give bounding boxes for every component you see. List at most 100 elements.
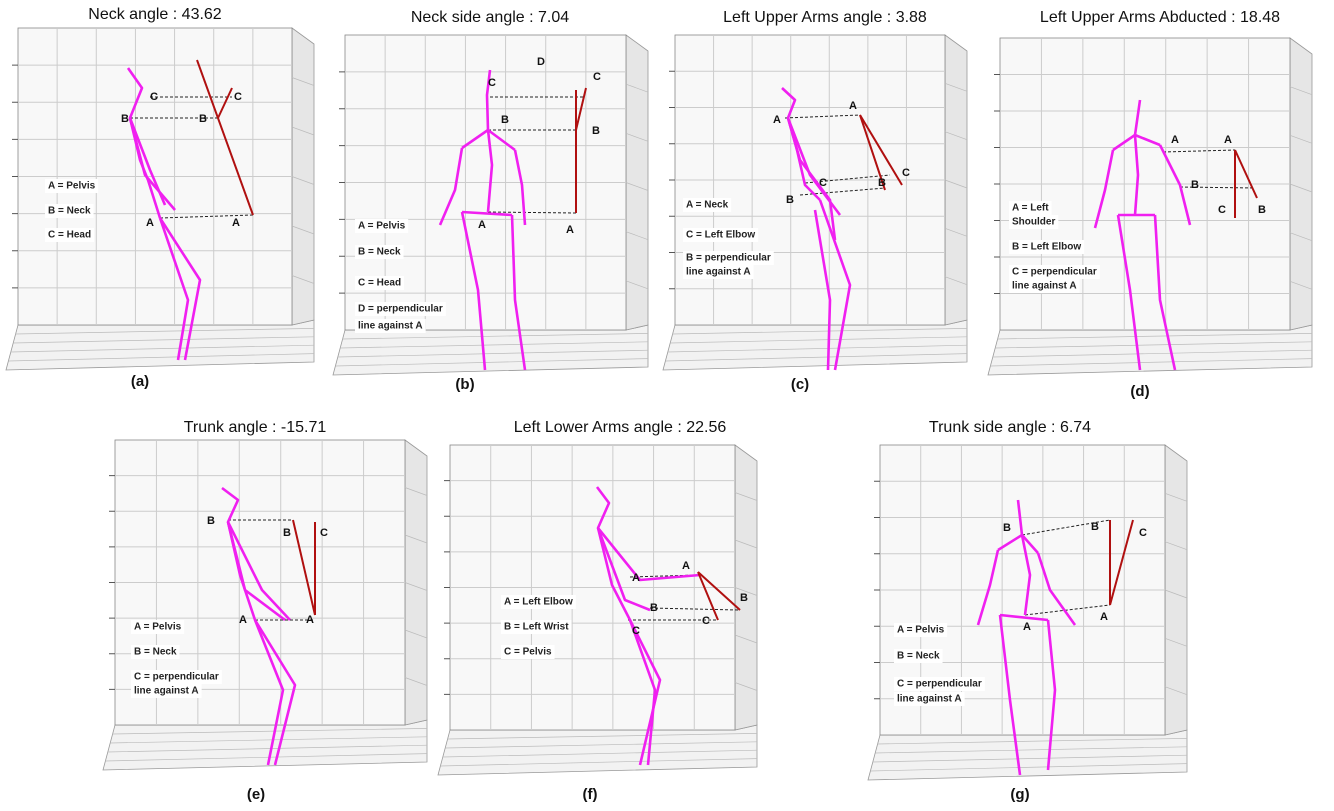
floor <box>988 325 1312 375</box>
panel-title: Trunk angle : -15.71 <box>184 419 327 436</box>
panel-title: Left Lower Arms angle : 22.56 <box>514 419 727 436</box>
legend-text: B = Neck <box>48 206 91 217</box>
panel-title: Left Upper Arms angle : 3.88 <box>723 9 927 26</box>
point-label: C <box>488 77 496 89</box>
point-label: C <box>1218 204 1226 216</box>
point-label: A <box>239 614 247 626</box>
point-label: C <box>1139 527 1147 539</box>
side-wall <box>292 28 314 325</box>
legend-text: A = Pelvis <box>358 221 406 232</box>
legend-text: C = Head <box>48 230 91 241</box>
point-label: B <box>1258 204 1266 216</box>
point-label: B <box>207 515 215 527</box>
point-label: B <box>283 527 291 539</box>
figure: Neck angle : 43.62(a)CCBBAAA = PelvisB =… <box>0 0 1334 806</box>
legend-text: B = Neck <box>897 651 940 662</box>
point-label: B <box>501 114 509 126</box>
point-label: B <box>592 125 600 137</box>
panel-caption: (c) <box>791 376 809 393</box>
legend-text: C = Head <box>358 278 401 289</box>
point-label: B <box>1191 179 1199 191</box>
panel-title: Left Upper Arms Abducted : 18.48 <box>1040 9 1280 26</box>
legend-text: A = Pelvis <box>48 181 96 192</box>
legend-text: line against A <box>1012 281 1077 292</box>
legend-text: line against A <box>358 321 423 332</box>
legend-text: Shoulder <box>1012 217 1055 228</box>
point-label: D <box>537 56 545 68</box>
point-label: A <box>632 572 640 584</box>
point-label: B <box>1003 522 1011 534</box>
panel: Left Upper Arms Abducted : 18.48 (d) A A B C B… <box>988 9 1312 400</box>
page: Neck angle : 43.62(a)CCBBAAA = PelvisB =… <box>0 0 1334 806</box>
panel-caption: (g) <box>1010 786 1029 803</box>
floor <box>6 320 314 370</box>
point-label: A <box>232 217 240 229</box>
legend-text: line against A <box>686 267 751 278</box>
panel-caption: (f) <box>583 786 598 803</box>
point-label: C <box>150 91 158 103</box>
legend-text: C = perpendicular <box>1012 267 1097 278</box>
point-label: C <box>593 71 601 83</box>
panel-title: Trunk side angle : 6.74 <box>929 419 1091 436</box>
point-label: B <box>650 602 658 614</box>
point-label: B <box>740 592 748 604</box>
point-label: A <box>306 614 314 626</box>
point-label: B <box>121 113 129 125</box>
legend-text: A = Left Elbow <box>504 597 573 608</box>
panel: Neck side angle : 7.04 (b) D C C B B A A A = Pelv… <box>333 9 648 393</box>
legend-text: B = perpendicular <box>686 253 771 264</box>
legend-text: C = perpendicular <box>897 679 982 690</box>
point-label: A <box>1171 134 1179 146</box>
panel: Left Lower Arms angle : 22.56(f)AABBCCA … <box>438 419 757 803</box>
point-label: B <box>878 177 886 189</box>
point-label: C <box>320 527 328 539</box>
panel-title: Neck side angle : 7.04 <box>411 9 569 26</box>
point-label: C <box>632 625 640 637</box>
legend-text: B = Neck <box>358 247 401 258</box>
point-label: C <box>702 615 710 627</box>
side-wall <box>1165 445 1187 735</box>
legend-text: C = Pelvis <box>504 647 552 658</box>
side-wall <box>945 35 967 325</box>
point-label: A <box>478 219 486 231</box>
legend-text: C = Left Elbow <box>686 230 755 241</box>
legend-text: A = Pelvis <box>134 622 182 633</box>
point-label: A <box>1100 611 1108 623</box>
legend-text: line against A <box>897 694 962 705</box>
point-label: A <box>773 114 781 126</box>
floor <box>868 730 1187 780</box>
point-label: A <box>146 217 154 229</box>
panel: Trunk angle : -15.71 (e) B B C A A A = Pelvis B … <box>103 419 427 803</box>
legend-text: B = Left Elbow <box>1012 242 1081 253</box>
side-wall <box>626 35 648 330</box>
legend-text: B = Left Wrist <box>504 622 569 633</box>
panel: Trunk side angle : 6.74(g)BBCAAA = Pelvi… <box>868 419 1187 803</box>
legend-text: C = perpendicular <box>134 672 219 683</box>
point-label: B <box>786 194 794 206</box>
side-wall <box>1290 38 1312 330</box>
point-label: C <box>234 91 242 103</box>
legend-text: A = Neck <box>686 200 729 211</box>
point-label: B <box>1091 521 1099 533</box>
legend-text: line against A <box>134 686 199 697</box>
legend-text: A = Pelvis <box>897 625 945 636</box>
legend-text: B = Neck <box>134 647 177 658</box>
point-label: A <box>849 100 857 112</box>
legend-text: D = perpendicular <box>358 304 443 315</box>
point-label: C <box>819 177 827 189</box>
floor <box>438 725 757 775</box>
panel-caption: (b) <box>455 376 474 393</box>
side-wall <box>735 445 757 730</box>
legend-text: A = Left <box>1012 203 1049 214</box>
point-label: B <box>199 113 207 125</box>
panel: Left Upper Arms angle : 3.88 (c) A A C C B B A =… <box>663 9 967 393</box>
panel-caption: (d) <box>1130 383 1149 400</box>
panel-caption: (e) <box>247 786 265 803</box>
floor <box>103 720 427 770</box>
point-label: A <box>566 224 574 236</box>
point-label: A <box>682 560 690 572</box>
point-label: A <box>1224 134 1232 146</box>
side-wall <box>405 440 427 725</box>
point-label: C <box>902 167 910 179</box>
